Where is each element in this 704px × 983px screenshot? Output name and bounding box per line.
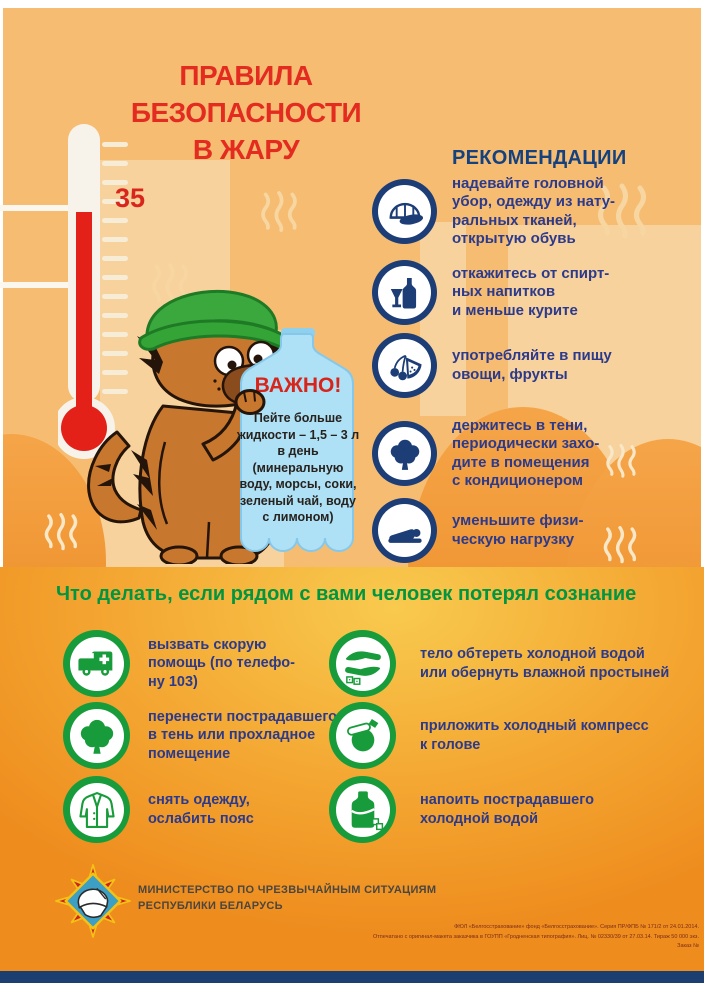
thermometer-icon [58,124,128,459]
heat-waves-icon [596,182,648,244]
recommendation-item: держитесь в тени, периодически захо- дит… [372,417,692,490]
first-aid-text: тело обтереть холодной водой или обернут… [420,646,670,681]
print-imprint: ФЮЛ «Белгосстрахование» фонд «Белгосстра… [369,923,699,952]
water-bottle-icon [329,776,396,843]
first-aid-item: перенести пострадавшего в тень или прохл… [63,702,338,769]
title-line: БЕЗОПАСНОСТИ [130,97,362,128]
mes-star-logo [55,864,131,938]
recommendation-item: уменьшите физи- ческую нагрузку [372,498,692,563]
first-aid-text: снять одежду, ослабить пояс [148,792,254,827]
recommendations-heading: РЕКОМЕНДАЦИИ [452,147,627,169]
jacket-icon [63,776,130,843]
first-aid-text: вызвать скорую помощь (по телефо- ну 103… [148,637,295,690]
first-aid-text: перенести пострадавшего в тень или прохл… [148,709,338,762]
imprint-line: ФЮЛ «Белгосстрахование» фонд «Белгосстра… [454,924,699,930]
recommendation-text: употребляйте в пищу овощи, фрукты [452,347,612,383]
first-aid-item: снять одежду, ослабить пояс [63,776,338,843]
top-section: ПРАВИЛА БЕЗОПАСНОСТИ В ЖАРУ 35 [3,8,701,567]
heat-waves-icon [255,190,303,236]
heat-waves-icon [592,525,648,567]
recommendation-item: надевайте головной убор, одежду из нату-… [372,175,692,248]
scale-mark [0,282,68,288]
recommendation-text: надевайте головной убор, одежду из нату-… [452,175,616,247]
first-aid-item: тело обтереть холодной водой или обернут… [329,630,692,697]
first-aid-item: приложить холодный компресс к голове [329,702,692,769]
important-body: Пейте больше жидкости – 1,5 – 3 л в день… [236,411,360,524]
heat-waves-icon [600,443,642,481]
sun-hat-icon [372,179,437,245]
first-aid-item: напоить пострадавшего холодной водой [329,776,692,843]
cold-compress-icon [329,702,396,769]
recommendation-item: употребляйте в пищу овощи, фрукты [372,333,692,398]
skyline-block [508,225,562,416]
recommendation-text: держитесь в тени, периодически захо- дит… [452,417,600,489]
first-aid-item: вызвать скорую помощь (по телефо- ну 103… [63,630,338,697]
bottle-shape [240,328,354,552]
recommendation-text: откажитесь от спирт- ных напитков и мень… [452,265,610,319]
title-line: ПРАВИЛА [179,60,313,91]
ministry-name: МИНИСТЕРСТВО ПО ЧРЕЗВЫЧАЙНЫМ СИТУАЦИЯМ Р… [138,884,437,912]
recommendation-text: уменьшите физи- ческую нагрузку [452,512,584,548]
footer-bar [0,971,704,983]
fruits-icon [372,333,437,398]
cat-paw [234,389,266,415]
heat-waves-icon [36,512,86,554]
ambulance-icon [63,630,130,697]
imprint-line: Отпечатано с оригинал-макета заказчика в… [373,933,699,950]
important-heading: ВАЖНО! [254,374,342,397]
shade-tree-icon [372,421,437,487]
first-aid-section: Что делать, если рядом с вами человек по… [0,567,704,971]
dune-shapes [3,407,701,567]
tree-icon [63,702,130,769]
first-aid-text: приложить холодный компресс к голове [420,718,649,753]
no-alcohol-icon [372,260,437,325]
recommendation-item: откажитесь от спирт- ных напитков и мень… [372,260,692,325]
first-aid-heading: Что делать, если рядом с вами человек по… [56,583,637,605]
page-title: ПРАВИЛА БЕЗОПАСНОСТИ В ЖАРУ [126,57,366,168]
wet-sheet-icon [329,630,396,697]
water-bottle-callout: ВАЖНО! Пейте больше жидкости – 1,5 – 3 л… [228,328,368,564]
rest-icon [372,498,437,563]
scale-mark [0,205,68,211]
title-line: В ЖАРУ [192,134,300,165]
temperature-value: 35 [115,183,146,213]
first-aid-text: напоить пострадавшего холодной водой [420,792,594,827]
